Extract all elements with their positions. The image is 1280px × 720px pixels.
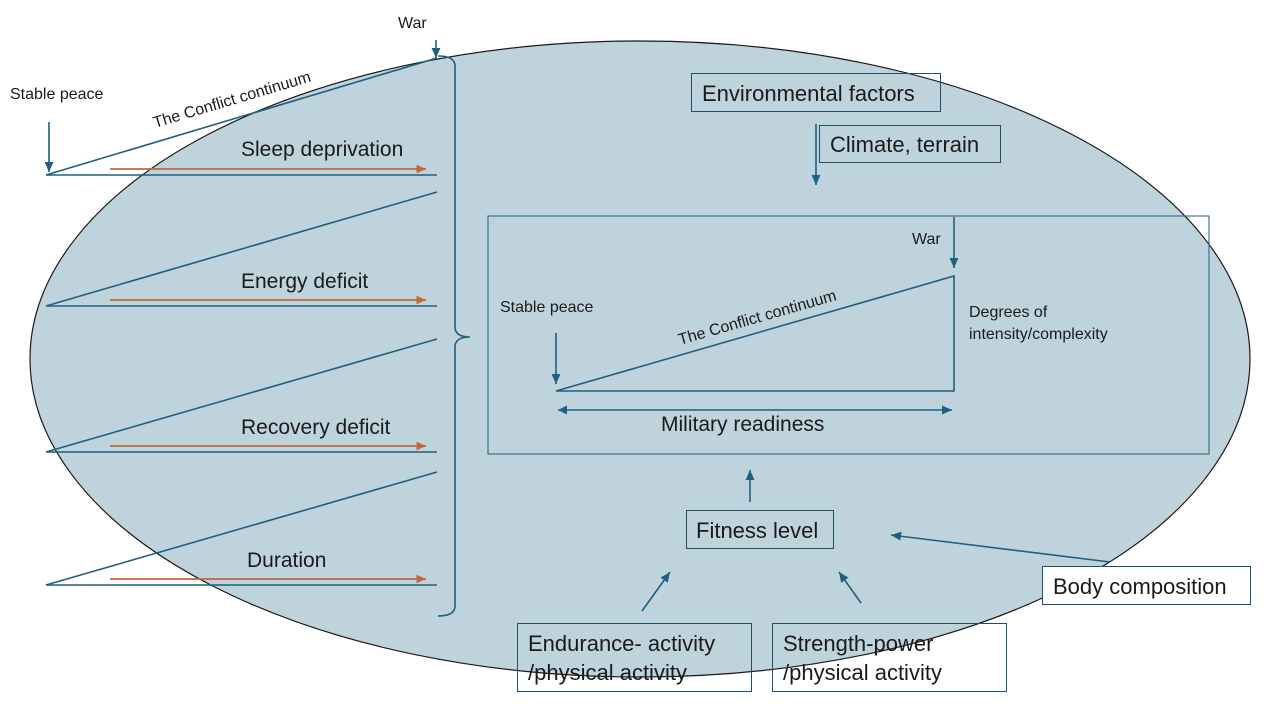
degrees-label-line2: intensity/complexity bbox=[969, 326, 1108, 343]
inner-stable-peace-label: Stable peace bbox=[500, 299, 594, 316]
factor-duration: Duration bbox=[247, 549, 327, 572]
environmental-factors-label: Environmental factors bbox=[702, 81, 915, 106]
environmental-factors-box: Environmental factors bbox=[691, 73, 941, 112]
endurance-arrow bbox=[641, 571, 671, 612]
war-label: War bbox=[398, 15, 427, 32]
fitness-level-box: Fitness level bbox=[686, 510, 834, 549]
factor-arrows bbox=[110, 164, 426, 584]
climate-terrain-label: Climate, terrain bbox=[830, 132, 980, 157]
factor-energy-deficit: Energy deficit bbox=[241, 270, 369, 293]
climate-terrain-box: Climate, terrain bbox=[819, 125, 1001, 163]
factor-recovery-deficit: Recovery deficit bbox=[241, 416, 391, 439]
factor-sleep-deprivation: Sleep deprivation bbox=[241, 138, 404, 161]
stable-peace-label: Stable peace bbox=[10, 86, 104, 103]
body-composition-arrow bbox=[890, 531, 1111, 563]
fitness-level-label: Fitness level bbox=[696, 518, 819, 543]
left-continuum-lines bbox=[45, 57, 438, 586]
body-composition-label: Body composition bbox=[1053, 574, 1227, 599]
strength-label-line2: /physical activity bbox=[783, 660, 942, 685]
strength-label-line1: Strength-power bbox=[783, 631, 934, 656]
endurance-box: Endurance- activity /physical activity bbox=[517, 623, 752, 692]
context-ellipse bbox=[29, 40, 1251, 678]
endurance-label-line1: Endurance- activity bbox=[528, 631, 716, 656]
endurance-label-line2: /physical activity bbox=[528, 660, 687, 685]
strength-box: Strength-power /physical activity bbox=[772, 623, 1007, 692]
strength-arrow bbox=[838, 571, 862, 604]
inner-war-label: War bbox=[912, 231, 941, 248]
grouping-brace bbox=[437, 55, 471, 617]
degrees-label-line1: Degrees of bbox=[969, 304, 1048, 321]
inner-continuum-triangle bbox=[555, 274, 955, 392]
military-readiness-label: Military readiness bbox=[661, 413, 825, 436]
readiness-frame bbox=[487, 215, 1210, 455]
body-composition-box: Body composition bbox=[1042, 566, 1251, 605]
